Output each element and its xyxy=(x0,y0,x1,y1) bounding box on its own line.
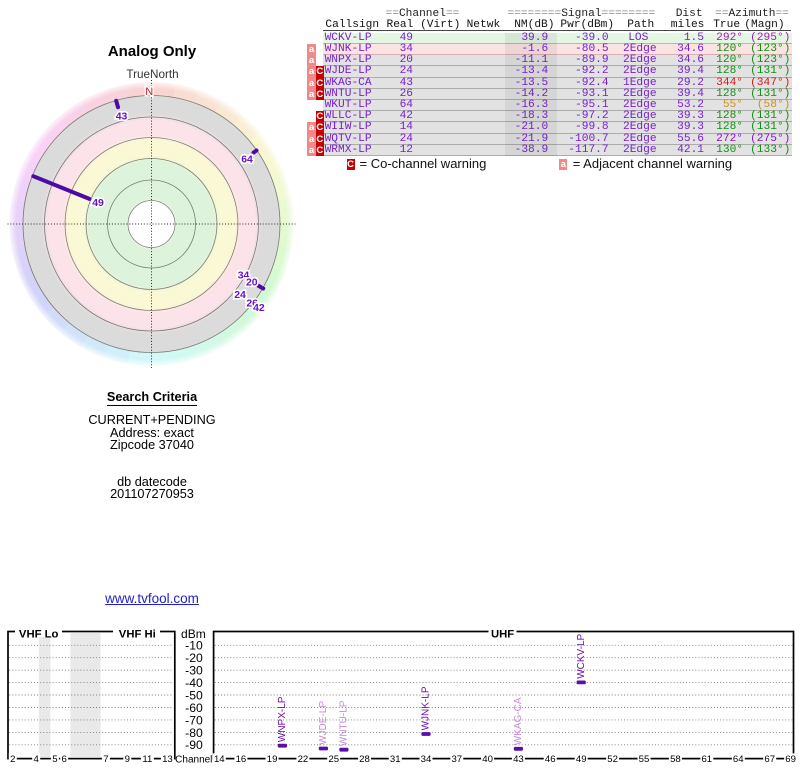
svg-text:VHF Hi: VHF Hi xyxy=(119,629,156,641)
svg-text:UHF: UHF xyxy=(491,629,514,641)
svg-text:43: 43 xyxy=(513,754,524,765)
svg-text:6: 6 xyxy=(62,754,67,765)
svg-text:22: 22 xyxy=(298,754,309,765)
svg-text:40: 40 xyxy=(482,754,493,765)
svg-text:WKAG-CA: WKAG-CA xyxy=(513,697,524,745)
svg-text:N: N xyxy=(145,86,153,98)
svg-text:55: 55 xyxy=(639,754,650,765)
svg-text:49: 49 xyxy=(576,754,587,765)
svg-text:16: 16 xyxy=(236,754,247,765)
svg-text:26: 26 xyxy=(246,299,258,310)
svg-text:24: 24 xyxy=(234,290,246,301)
svg-text:Channel: Channel xyxy=(175,754,212,765)
svg-text:-60: -60 xyxy=(185,701,203,715)
svg-text:42: 42 xyxy=(253,303,265,314)
svg-text:9: 9 xyxy=(125,754,130,765)
svg-text:dBm: dBm xyxy=(181,627,206,641)
svg-text:VHF Lo: VHF Lo xyxy=(19,629,59,641)
svg-text:11: 11 xyxy=(142,754,152,765)
svg-text:37: 37 xyxy=(451,754,462,765)
svg-text:WNPX-LP: WNPX-LP xyxy=(277,696,288,742)
svg-text:N: N xyxy=(145,86,153,98)
svg-text:4: 4 xyxy=(34,754,40,765)
svg-text:-50: -50 xyxy=(185,688,203,702)
svg-text:5: 5 xyxy=(52,754,57,765)
svg-text:46: 46 xyxy=(545,754,556,765)
svg-text:7: 7 xyxy=(103,754,108,765)
svg-text:-40: -40 xyxy=(185,676,203,690)
svg-text:-70: -70 xyxy=(185,713,203,727)
svg-text:34: 34 xyxy=(421,754,432,765)
svg-text:58: 58 xyxy=(670,754,681,765)
svg-text:2: 2 xyxy=(10,754,15,765)
svg-text:31: 31 xyxy=(390,754,401,765)
svg-text:-80: -80 xyxy=(185,726,203,740)
svg-text:43: 43 xyxy=(116,112,128,123)
svg-text:WJNK-LP: WJNK-LP xyxy=(421,686,432,730)
svg-text:TrueNorth: TrueNorth xyxy=(126,68,178,81)
svg-text:49: 49 xyxy=(92,198,104,209)
svg-text:34: 34 xyxy=(238,271,250,282)
svg-text:64: 64 xyxy=(241,155,253,166)
svg-text:13: 13 xyxy=(162,754,173,765)
svg-text:-10: -10 xyxy=(185,639,203,653)
svg-text:-20: -20 xyxy=(185,651,203,665)
svg-text:52: 52 xyxy=(607,754,618,765)
svg-text:WCKV-LP: WCKV-LP xyxy=(576,633,587,678)
svg-text:25: 25 xyxy=(328,754,339,765)
svg-text:-30: -30 xyxy=(185,664,203,678)
svg-text:-90: -90 xyxy=(185,738,203,752)
svg-text:69: 69 xyxy=(785,754,796,765)
svg-text:19: 19 xyxy=(267,754,278,765)
svg-text:28: 28 xyxy=(359,754,370,765)
svg-text:67: 67 xyxy=(764,754,775,765)
svg-text:61: 61 xyxy=(701,754,712,765)
svg-text:64: 64 xyxy=(733,754,744,765)
svg-text:20: 20 xyxy=(246,277,258,288)
svg-text:WNTU-LP: WNTU-LP xyxy=(339,700,350,746)
svg-text:WJDE-LP: WJDE-LP xyxy=(318,701,329,745)
svg-text:14: 14 xyxy=(214,754,225,765)
